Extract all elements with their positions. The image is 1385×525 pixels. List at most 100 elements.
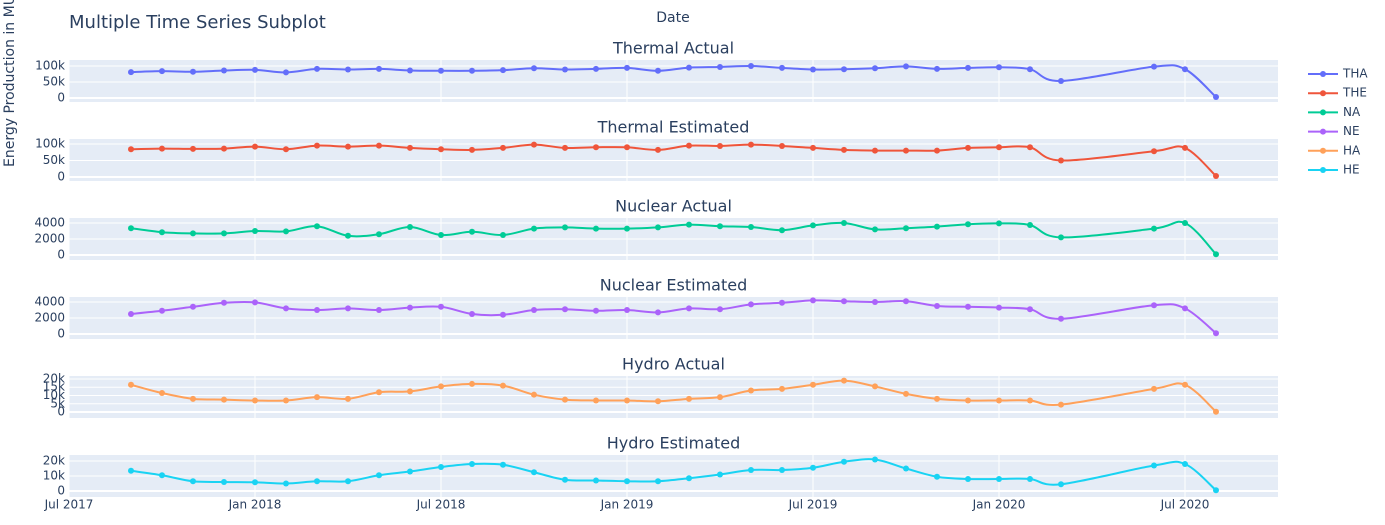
data-point — [376, 231, 382, 238]
data-point — [283, 146, 289, 153]
data-point — [159, 390, 165, 397]
data-point — [996, 397, 1002, 404]
data-point — [190, 478, 196, 485]
data-point — [779, 467, 785, 473]
data-point — [221, 396, 227, 403]
y-tick-label: 50k — [43, 75, 65, 89]
data-point — [283, 228, 289, 235]
x-tick-label: Jan 2020 — [972, 498, 1026, 512]
data-point — [159, 68, 165, 75]
y-tick-label: 20k — [43, 454, 65, 468]
data-point — [407, 468, 413, 475]
data-point — [965, 221, 971, 228]
data-point — [748, 224, 754, 230]
data-point — [810, 464, 816, 471]
x-axis-label: Date — [656, 10, 689, 26]
data-point — [562, 144, 568, 151]
data-point — [903, 63, 909, 70]
data-point — [314, 307, 320, 313]
data-point — [562, 306, 568, 313]
data-point — [779, 299, 785, 306]
data-point — [1182, 381, 1188, 388]
legend-marker — [1320, 167, 1326, 173]
data-point — [1058, 157, 1064, 164]
x-tick-label: Jul 2018 — [416, 498, 466, 512]
data-point — [934, 223, 940, 230]
legend-label: THE — [1342, 86, 1367, 100]
data-point — [562, 396, 568, 403]
data-point — [996, 304, 1002, 311]
y-tick-label: 0 — [57, 91, 65, 105]
data-point — [407, 388, 413, 395]
y-tick-label: 0 — [57, 405, 65, 419]
y-tick-label: 0 — [57, 327, 65, 341]
data-point — [345, 478, 351, 485]
data-point — [965, 144, 971, 151]
data-point — [1151, 302, 1157, 309]
data-point — [996, 144, 1002, 151]
data-point — [934, 395, 940, 402]
legend-marker — [1320, 109, 1326, 116]
data-point — [686, 475, 692, 482]
x-tick-label: Jan 2018 — [228, 498, 282, 512]
data-point — [717, 471, 723, 478]
data-point — [748, 387, 754, 394]
y-tick-label: 0 — [57, 248, 65, 262]
data-point — [128, 69, 134, 76]
subplot-title: Nuclear Estimated — [600, 276, 748, 295]
data-point — [1213, 173, 1219, 180]
data-point — [531, 65, 537, 72]
data-point — [717, 306, 723, 313]
data-point — [841, 298, 847, 305]
data-point — [810, 66, 816, 73]
data-point — [1182, 144, 1188, 151]
data-point — [748, 63, 754, 69]
data-point — [624, 64, 630, 71]
data-point — [965, 64, 971, 71]
data-point — [190, 145, 196, 152]
data-point — [190, 68, 196, 75]
data-point — [1213, 487, 1219, 494]
data-point — [872, 65, 878, 72]
data-point — [469, 228, 475, 235]
data-point — [438, 383, 444, 390]
data-point — [686, 142, 692, 149]
data-point — [779, 142, 785, 149]
data-point — [1151, 385, 1157, 392]
data-point — [872, 383, 878, 390]
data-point — [438, 67, 444, 74]
data-point — [1058, 315, 1064, 322]
data-point — [1027, 476, 1033, 482]
data-point — [872, 147, 878, 154]
data-point — [283, 305, 289, 312]
data-point — [934, 147, 940, 154]
data-point — [717, 394, 723, 401]
data-point — [903, 298, 909, 305]
data-point — [531, 307, 537, 313]
x-tick-label: Jul 2017 — [44, 498, 94, 512]
subplot-title: Thermal Actual — [612, 39, 734, 58]
data-point — [903, 465, 909, 472]
data-point — [1027, 222, 1033, 228]
legend-marker — [1320, 128, 1326, 135]
plot-area — [69, 60, 1278, 102]
y-axis-label: Energy Production in MU — [2, 0, 18, 167]
data-point — [903, 390, 909, 397]
data-point — [469, 146, 475, 153]
data-point — [872, 299, 878, 305]
data-point — [345, 395, 351, 402]
data-point — [376, 142, 382, 149]
data-point — [531, 469, 537, 476]
data-point — [934, 65, 940, 72]
data-point — [159, 472, 165, 479]
data-point — [438, 303, 444, 310]
data-point — [624, 144, 630, 151]
data-point — [717, 63, 723, 70]
data-point — [1027, 306, 1033, 313]
subplot-title: Nuclear Actual — [615, 197, 732, 216]
data-point — [965, 476, 971, 482]
y-tick-label: 0 — [57, 170, 65, 184]
data-point — [1182, 220, 1188, 226]
data-point — [1182, 461, 1188, 467]
data-point — [655, 67, 661, 74]
